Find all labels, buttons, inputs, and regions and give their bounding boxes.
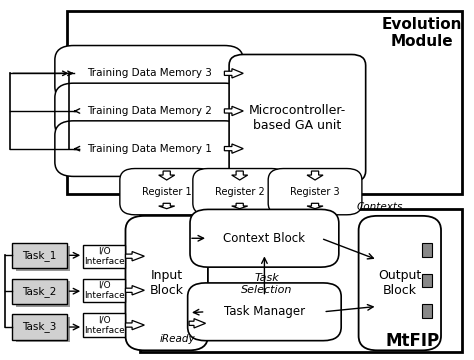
Polygon shape [224,69,243,78]
Polygon shape [232,203,248,209]
Bar [12,279,67,304]
Polygon shape [189,319,206,328]
Text: Evolution
Module: Evolution Module [382,17,463,49]
Bar [422,274,432,287]
FancyBboxPatch shape [268,168,362,215]
Text: Contexts: Contexts [356,202,402,212]
Polygon shape [126,320,144,330]
Polygon shape [159,171,175,180]
Text: Task_3: Task_3 [22,321,57,333]
Text: iReady: iReady [159,333,195,343]
Polygon shape [232,171,248,180]
FancyBboxPatch shape [55,83,243,139]
Text: Context Block: Context Block [223,232,305,245]
FancyBboxPatch shape [359,216,441,350]
Text: Task_2: Task_2 [22,286,57,297]
FancyBboxPatch shape [55,121,243,176]
Text: Microcontroller-
based GA unit: Microcontroller- based GA unit [249,104,346,132]
Polygon shape [126,285,144,295]
Text: Input
Block: Input Block [150,269,184,297]
FancyBboxPatch shape [229,54,365,182]
Bar [67,12,462,194]
Bar [16,282,71,307]
Text: I/O
Interface: I/O Interface [84,280,125,300]
Bar [83,314,126,337]
Text: Task_1: Task_1 [22,250,57,261]
Bar [422,304,432,318]
Polygon shape [224,106,243,116]
Text: Output
Block: Output Block [378,269,421,297]
Text: Task
Selection: Task Selection [241,273,292,295]
Bar [16,246,71,271]
Bar [16,318,71,342]
Bar [83,244,126,268]
Text: I/O
Interface: I/O Interface [84,247,125,266]
FancyBboxPatch shape [188,283,341,341]
Text: I/O
Interface: I/O Interface [84,315,125,335]
Bar [83,279,126,302]
Polygon shape [159,203,175,209]
FancyBboxPatch shape [126,216,208,350]
Text: MtFIP: MtFIP [386,332,440,350]
Polygon shape [307,203,323,209]
Polygon shape [126,252,144,261]
FancyBboxPatch shape [193,168,287,215]
Text: Task Manager: Task Manager [224,305,305,318]
FancyBboxPatch shape [120,168,214,215]
FancyBboxPatch shape [190,210,339,267]
Text: Training Data Memory 3: Training Data Memory 3 [87,68,211,78]
Bar [12,243,67,268]
Text: Register 1: Register 1 [142,186,191,197]
Bar [140,209,462,352]
Bar [12,315,67,339]
Text: Training Data Memory 1: Training Data Memory 1 [87,144,211,154]
Polygon shape [307,171,323,180]
Bar [422,243,432,257]
FancyBboxPatch shape [55,45,243,101]
Polygon shape [224,144,243,153]
Text: Register 3: Register 3 [290,186,340,197]
Text: Register 2: Register 2 [215,186,264,197]
Text: Training Data Memory 2: Training Data Memory 2 [87,106,211,116]
